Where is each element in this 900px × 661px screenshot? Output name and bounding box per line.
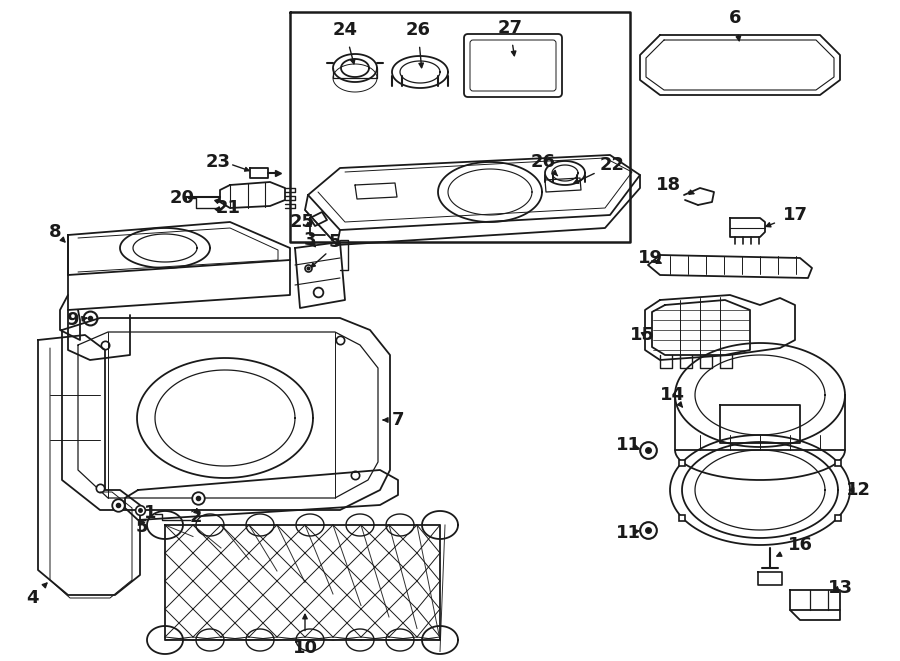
Text: 23: 23 [205, 153, 230, 171]
Text: 9: 9 [66, 311, 87, 329]
Text: 11: 11 [616, 524, 641, 542]
Text: 20: 20 [169, 189, 194, 207]
Text: 2: 2 [190, 508, 203, 526]
Text: 17: 17 [766, 206, 807, 227]
Text: 7: 7 [383, 411, 404, 429]
Text: 14: 14 [660, 386, 685, 407]
Text: 26: 26 [406, 21, 430, 67]
Text: 26: 26 [530, 153, 558, 176]
Text: 24: 24 [332, 21, 357, 64]
Text: 15: 15 [629, 326, 654, 344]
Text: 21: 21 [215, 199, 240, 217]
Text: 10: 10 [292, 614, 318, 657]
Text: 6: 6 [729, 9, 742, 41]
Text: 18: 18 [655, 176, 694, 194]
Text: 11: 11 [616, 436, 641, 454]
Text: 1: 1 [144, 504, 157, 522]
Text: 27: 27 [498, 19, 523, 56]
Text: 22: 22 [574, 156, 625, 183]
Text: 12: 12 [845, 481, 870, 499]
Text: 3: 3 [304, 231, 316, 249]
Text: 8: 8 [49, 223, 65, 242]
Text: 13: 13 [827, 579, 852, 597]
Text: 5: 5 [136, 518, 149, 536]
Text: 25: 25 [290, 213, 314, 231]
Text: 16: 16 [777, 536, 813, 556]
Text: 4: 4 [26, 583, 47, 607]
Text: 19: 19 [637, 249, 662, 267]
Text: 5: 5 [328, 233, 341, 251]
